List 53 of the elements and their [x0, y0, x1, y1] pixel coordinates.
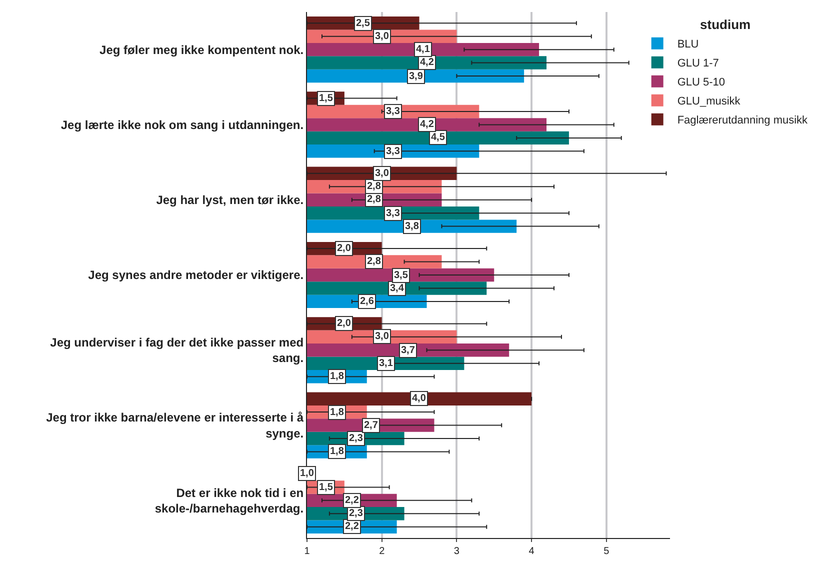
legend-label: Faglærerutdanning musikk	[677, 114, 808, 127]
legend-label: BLU	[677, 38, 699, 51]
data-label: 4,2	[420, 119, 434, 130]
y-tick-label: Jeg føler meg ikke kompentent nok.	[100, 42, 304, 57]
data-label: 1,8	[330, 407, 344, 418]
data-label: 3,0	[375, 331, 390, 342]
data-label: 2,0	[337, 243, 352, 254]
x-tick-label: 4	[528, 546, 535, 557]
data-label: 3,3	[386, 146, 400, 157]
data-label: 2,8	[367, 194, 382, 205]
data-label: 2,8	[367, 256, 382, 267]
legend-label: GLU_musikk	[677, 96, 741, 108]
data-label: 3,0	[375, 168, 390, 179]
data-label: 3,4	[390, 283, 404, 294]
data-label: 2,2	[345, 521, 360, 532]
x-tick-label: 5	[604, 546, 610, 557]
data-label: 2,2	[345, 495, 360, 506]
data-label: 3,5	[394, 270, 408, 281]
data-label: 3,0	[375, 31, 390, 42]
data-label: 2,6	[360, 296, 374, 307]
x-tick-label: 2	[379, 546, 386, 557]
y-tick-label: Jeg har lyst, men tør ikke.	[156, 193, 304, 208]
data-label: 2,0	[337, 318, 352, 329]
data-label: 1,8	[330, 371, 344, 382]
data-label: 2,3	[349, 433, 364, 444]
legend-title: studium	[700, 16, 751, 32]
data-label: 1,5	[319, 93, 334, 104]
legend-label: GLU 5-10	[677, 76, 726, 89]
data-label: 1,0	[300, 468, 314, 479]
y-tick-label: Jeg synes andre metoder er viktigere.	[88, 268, 304, 282]
data-label: 2,3	[349, 508, 364, 519]
data-label: 1,5	[319, 482, 334, 493]
x-tick-label: 3	[454, 546, 460, 557]
data-label: 4,0	[412, 393, 426, 404]
data-label: 2,8	[367, 181, 382, 192]
data-label: 3,9	[409, 71, 424, 82]
data-label: 1,8	[330, 446, 344, 457]
y-tick-label: Jeg lærte ikke nok om sang i utdanningen.	[60, 118, 304, 132]
data-label: 4,2	[420, 57, 434, 68]
data-label: 2,7	[364, 420, 378, 431]
data-label: 4,5	[431, 132, 446, 143]
data-label: 3,3	[386, 106, 400, 117]
x-tick-label: 1	[304, 546, 310, 557]
y-tick-label: Jeg underviser i fag der det ikke passer med sang.	[50, 336, 304, 366]
legend-label: GLU 1-7	[677, 58, 719, 70]
data-label: 2,5	[356, 18, 370, 29]
data-label: 3,3	[386, 208, 400, 219]
y-tick-label: Jeg tror ikke barna/elevene er interesserte i å synge.	[46, 410, 304, 440]
data-label: 3,7	[401, 345, 416, 356]
data-label: 3,1	[379, 358, 394, 369]
data-label: 4,1	[416, 44, 430, 55]
y-tick-label: Det er ikke nok tid i en skole-/barnehagehverdag.	[154, 486, 304, 516]
data-label: 3,8	[405, 221, 420, 232]
